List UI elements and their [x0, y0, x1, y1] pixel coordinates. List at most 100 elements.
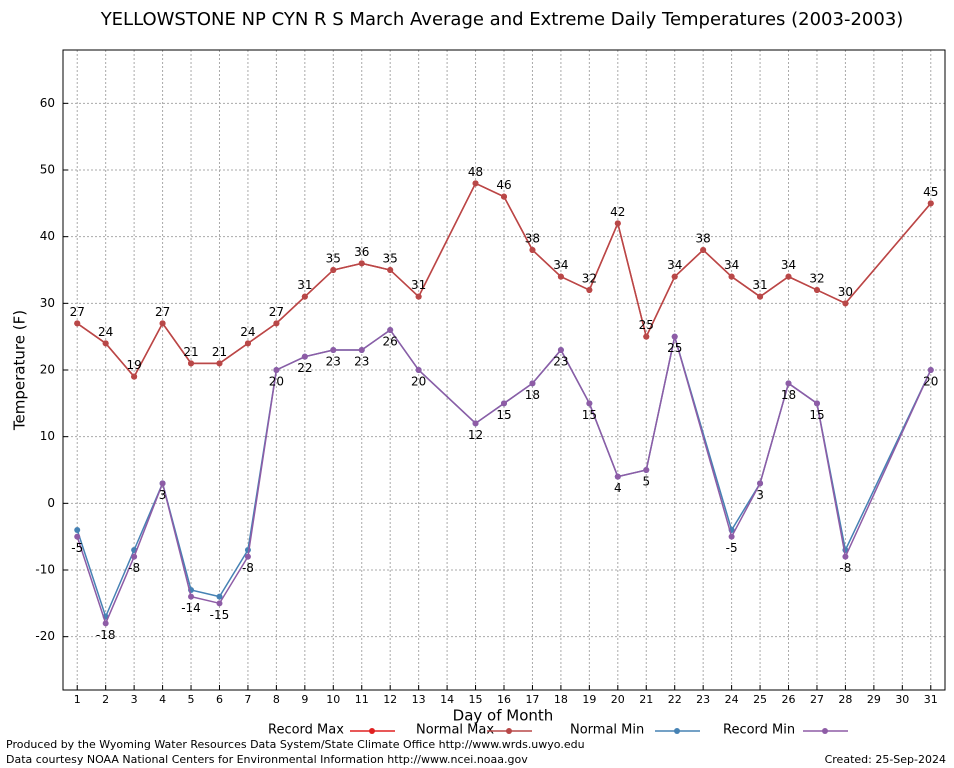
data-label: 5 [642, 475, 650, 489]
data-point [358, 260, 365, 267]
data-label: 23 [553, 355, 568, 369]
data-label: 31 [752, 278, 767, 292]
data-label: -18 [96, 628, 116, 642]
data-point [216, 360, 223, 367]
data-label: 27 [269, 305, 284, 319]
data-point [131, 553, 138, 560]
data-point [74, 527, 81, 533]
data-label: 18 [781, 388, 796, 402]
x-tick-label: 13 [412, 693, 426, 706]
data-label: -5 [726, 541, 738, 555]
y-tick-label: -10 [35, 563, 55, 577]
x-tick-label: 5 [188, 693, 195, 706]
data-label: 23 [354, 355, 369, 369]
x-axis-label: Day of Month [453, 707, 554, 725]
footer-text: Produced by the Wyoming Water Resources … [6, 738, 585, 751]
data-point [529, 247, 536, 253]
data-label: 32 [809, 272, 824, 286]
data-point [330, 267, 337, 273]
data-label: -15 [210, 608, 230, 622]
x-tick-label: 3 [131, 693, 138, 706]
data-point [757, 480, 764, 487]
data-point [244, 553, 251, 560]
data-point [927, 367, 934, 373]
x-tick-label: 14 [440, 693, 454, 706]
data-point [415, 293, 422, 300]
data-label: 32 [582, 272, 597, 286]
data-point [671, 273, 678, 280]
x-tick-label: 12 [383, 693, 397, 706]
data-point [557, 347, 564, 353]
data-point [842, 553, 849, 560]
data-point [358, 347, 365, 353]
data-point [643, 333, 650, 340]
data-label: -8 [128, 561, 140, 575]
data-label: 38 [696, 232, 711, 246]
plot-frame [62, 49, 946, 691]
data-point [529, 380, 536, 387]
x-tick-label: 6 [216, 693, 223, 706]
x-tick-label: 19 [582, 693, 596, 706]
data-label: -8 [242, 561, 254, 575]
x-tick-label: 30 [895, 693, 909, 706]
legend-marker [822, 728, 828, 734]
data-label: 45 [923, 185, 938, 199]
x-tick-label: 7 [244, 693, 251, 706]
data-point [614, 473, 621, 480]
data-point [671, 333, 678, 340]
data-point [415, 367, 422, 373]
x-tick-label: 24 [725, 693, 739, 706]
legend-marker [674, 728, 680, 734]
x-tick-label: 16 [497, 693, 511, 706]
data-point [927, 200, 934, 207]
x-tick-label: 26 [782, 693, 796, 706]
data-label: 24 [98, 325, 113, 339]
x-tick-label: 21 [639, 693, 653, 706]
data-label: 20 [411, 375, 426, 389]
data-label: 34 [667, 258, 682, 272]
data-point [74, 320, 81, 327]
data-point [301, 353, 308, 360]
legend-label: Normal Min [570, 723, 644, 738]
data-label: 25 [639, 318, 654, 332]
data-point [216, 600, 223, 607]
data-label: 19 [126, 358, 141, 372]
x-tick-label: 31 [924, 693, 938, 706]
data-point [785, 380, 792, 387]
legend-marker [506, 728, 512, 734]
data-label: 25 [667, 341, 682, 355]
data-label: 4 [614, 481, 622, 495]
data-label: 18 [525, 388, 540, 402]
data-label: 24 [240, 325, 255, 339]
data-point [273, 367, 280, 373]
data-point [728, 273, 735, 280]
data-point [188, 360, 195, 367]
data-point [387, 267, 394, 273]
x-tick-label: 11 [355, 693, 369, 706]
footer-text: Data courtesy NOAA National Centers for … [6, 753, 528, 766]
data-point [813, 287, 820, 293]
data-point [159, 320, 166, 327]
data-label: 48 [468, 165, 483, 179]
data-label: 35 [383, 252, 398, 266]
data-label: -8 [839, 561, 851, 575]
data-label: 31 [411, 278, 426, 292]
data-point [586, 400, 593, 407]
data-label: -5 [71, 541, 83, 555]
x-tick-label: 4 [159, 693, 166, 706]
series-line [76, 328, 932, 619]
data-label: 35 [326, 252, 341, 266]
data-point [842, 300, 849, 307]
data-label: 31 [297, 278, 312, 292]
data-point [188, 593, 195, 600]
data-point [273, 320, 280, 327]
data-point [813, 400, 820, 407]
data-point [501, 193, 507, 200]
data-label: 20 [269, 375, 284, 389]
data-point [614, 220, 621, 227]
data-label: 21 [183, 345, 198, 359]
data-point [102, 340, 109, 347]
y-tick-label: 10 [40, 429, 55, 443]
data-label: 38 [525, 232, 540, 246]
